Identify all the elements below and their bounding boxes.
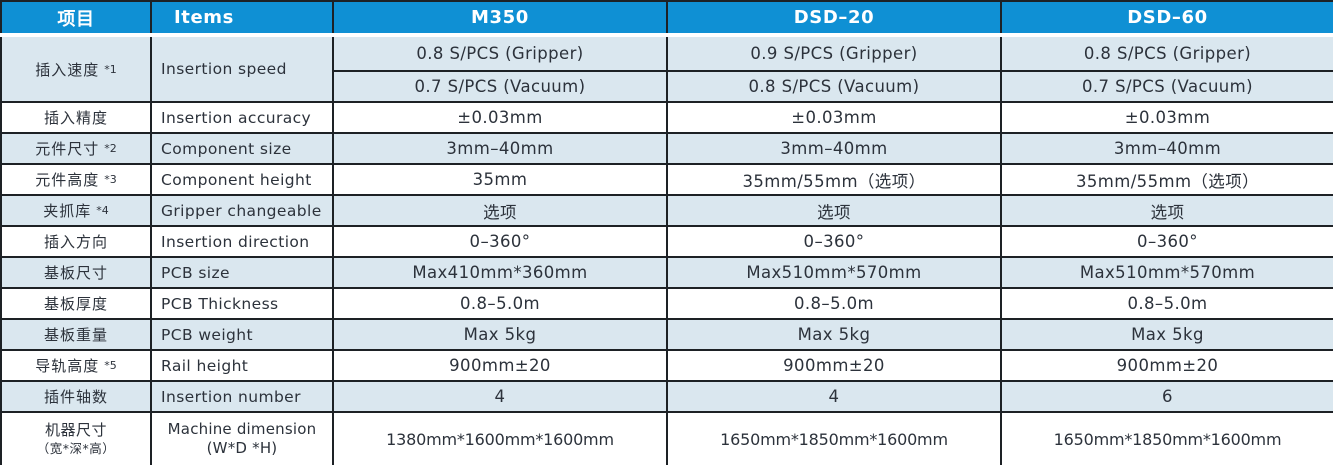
row-insertion-number: 插件轴数 Insertion number 4 4 6 (0, 380, 1333, 413)
value-m350: 900mm±20 (332, 349, 668, 382)
label-zh: 插入精度 (0, 101, 152, 134)
header-model-m350: M350 (332, 0, 668, 37)
label-zh: 夹抓库 *4 (0, 194, 152, 227)
header-model-dsd20: DSD–20 (666, 0, 1002, 37)
value-dsd60: 0.8 S/PCS (Gripper) (1000, 34, 1333, 72)
value-dsd60: 35mm/55mm（选项） (1000, 163, 1333, 196)
row-component-size: 元件尺寸 *2 Component size 3mm–40mm 3mm–40mm … (0, 132, 1333, 165)
label-zh: 机器尺寸 （宽*深*高） (0, 411, 152, 465)
row-pcb-thickness: 基板厚度 PCB Thickness 0.8–5.0m 0.8–5.0m 0.8… (0, 287, 1333, 320)
label-en-insertion-speed: Insertion speed (150, 34, 334, 103)
footnote-marker: *2 (104, 142, 117, 155)
label-en: Component height (150, 163, 334, 196)
value-dsd20: Max510mm*570mm (666, 256, 1002, 289)
label-text: 元件高度 (35, 171, 100, 189)
row-insertion-speed-gripper: 插入速度 *1 Insertion speed 0.8 S/PCS (Grippe… (0, 34, 1333, 103)
row-gripper-changeable: 夹抓库 *4 Gripper changeable 选项 选项 选项 (0, 194, 1333, 227)
value-dsd60: 0–360° (1000, 225, 1333, 258)
value-dsd20: 0–360° (666, 225, 1002, 258)
value-dsd60: 6 (1000, 380, 1333, 413)
value-dsd60: 3mm–40mm (1000, 132, 1333, 165)
label-en: Insertion number (150, 380, 334, 413)
value-dsd20: 4 (666, 380, 1002, 413)
row-pcb-weight: 基板重量 PCB weight Max 5kg Max 5kg Max 5kg (0, 318, 1333, 351)
label-zh-insertion-speed: 插入速度 *1 (0, 34, 152, 103)
value-dsd60: Max510mm*570mm (1000, 256, 1333, 289)
label-en: Gripper changeable (150, 194, 334, 227)
label-subtext: （宽*深*高） (36, 440, 116, 456)
label-en: Machine dimension (W*D *H) (150, 411, 334, 465)
footnote-marker: *5 (104, 359, 117, 372)
value-m350: 1380mm*1600mm*1600mm (332, 411, 668, 465)
value-m350: 4 (332, 380, 668, 413)
value-dsd60: ±0.03mm (1000, 101, 1333, 134)
label-en: PCB weight (150, 318, 334, 351)
value-dsd60: Max 5kg (1000, 318, 1333, 351)
label-en: PCB size (150, 256, 334, 289)
label-text: 机器尺寸 (44, 421, 107, 440)
footnote-marker: *3 (104, 173, 117, 186)
label-text: 夹抓库 (43, 202, 92, 220)
label-zh: 插件轴数 (0, 380, 152, 413)
footnote-marker: *4 (96, 204, 109, 217)
label-en: Insertion direction (150, 225, 334, 258)
header-items-en: Items (150, 0, 334, 37)
value-m350: 0–360° (332, 225, 668, 258)
value-m350: 0.8–5.0m (332, 287, 668, 320)
label-zh: 基板重量 (0, 318, 152, 351)
row-pcb-size: 基板尺寸 PCB size Max410mm*360mm Max510mm*57… (0, 256, 1333, 289)
value-dsd20: Max 5kg (666, 318, 1002, 351)
label-en: Rail height (150, 349, 334, 382)
label-en: Component size (150, 132, 334, 165)
label-text: 导轨高度 (35, 357, 100, 375)
label-text: 插入速度 (35, 60, 100, 79)
value-dsd20: 0.8 S/PCS (Vacuum) (666, 70, 1002, 103)
label-zh: 元件尺寸 *2 (0, 132, 152, 165)
row-insertion-speed-vacuum: 0.7 S/PCS (Vacuum) 0.8 S/PCS (Vacuum) 0.… (1, 70, 1333, 103)
value-dsd60: 选项 (1000, 194, 1333, 227)
value-dsd60: 900mm±20 (1000, 349, 1333, 382)
value-dsd60: 1650mm*1850mm*1600mm (1000, 411, 1333, 465)
label-zh: 基板尺寸 (0, 256, 152, 289)
value-m350: Max410mm*360mm (332, 256, 668, 289)
row-insertion-direction: 插入方向 Insertion direction 0–360° 0–360° 0… (0, 225, 1333, 258)
value-dsd60: 0.8–5.0m (1000, 287, 1333, 320)
header-items-zh: 项目 (0, 0, 152, 37)
value-dsd20: ±0.03mm (666, 101, 1002, 134)
label-en: PCB Thickness (150, 287, 334, 320)
value-dsd20: 1650mm*1850mm*1600mm (666, 411, 1002, 465)
label-zh: 插入方向 (0, 225, 152, 258)
value-m350: 3mm–40mm (332, 132, 668, 165)
value-dsd20: 35mm/55mm（选项） (666, 163, 1002, 196)
value-m350: 0.7 S/PCS (Vacuum) (332, 70, 668, 103)
header-model-dsd60: DSD–60 (1000, 0, 1333, 37)
row-insertion-accuracy: 插入精度 Insertion accuracy ±0.03mm ±0.03mm … (0, 101, 1333, 134)
value-m350: 选项 (332, 194, 668, 227)
row-machine-dimension: 机器尺寸 （宽*深*高） Machine dimension (W*D *H) … (0, 411, 1333, 465)
label-en: Insertion accuracy (150, 101, 334, 134)
label-text: Machine dimension (167, 419, 317, 438)
value-dsd20: 选项 (666, 194, 1002, 227)
label-text: 元件尺寸 (35, 140, 100, 158)
label-zh: 元件高度 *3 (0, 163, 152, 196)
label-zh: 基板厚度 (0, 287, 152, 320)
header-row: 项目 Items M350 DSD–20 DSD–60 (0, 0, 1333, 37)
value-m350: ±0.03mm (332, 101, 668, 134)
value-dsd20: 3mm–40mm (666, 132, 1002, 165)
value-m350: 0.8 S/PCS (Gripper) (332, 34, 668, 72)
label-zh: 导轨高度 *5 (0, 349, 152, 382)
row-component-height: 元件高度 *3 Component height 35mm 35mm/55mm（选… (0, 163, 1333, 196)
footnote-marker: *1 (104, 62, 117, 76)
value-dsd20: 0.8–5.0m (666, 287, 1002, 320)
row-rail-height: 导轨高度 *5 Rail height 900mm±20 900mm±20 900… (0, 349, 1333, 382)
value-m350: Max 5kg (332, 318, 668, 351)
value-dsd20: 900mm±20 (666, 349, 1002, 382)
value-m350: 35mm (332, 163, 668, 196)
value-dsd20: 0.9 S/PCS (Gripper) (666, 34, 1002, 72)
value-dsd60: 0.7 S/PCS (Vacuum) (1000, 70, 1333, 103)
label-subtext: (W*D *H) (206, 439, 278, 457)
